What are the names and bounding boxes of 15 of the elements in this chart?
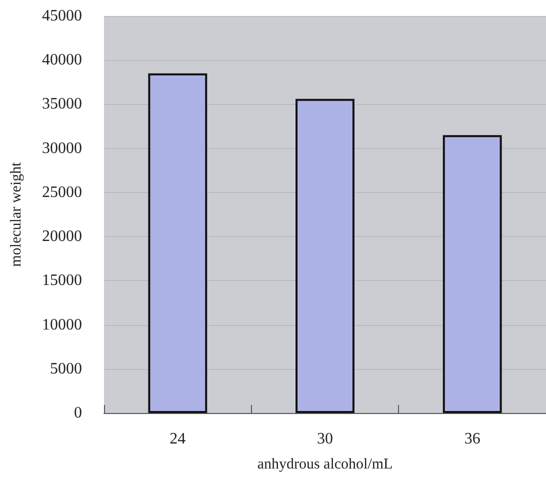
y-axis-title: molecular weight: [8, 161, 24, 267]
x-tick-label: 24: [170, 430, 186, 448]
y-tick-label: 5000: [50, 360, 82, 378]
y-tick-label: 30000: [42, 140, 82, 157]
y-tick-label: 35000: [42, 96, 82, 113]
y-tick-label: 45000: [42, 8, 82, 24]
y-tick-label: 25000: [42, 184, 82, 201]
x-tick-label: 30: [317, 430, 333, 448]
y-tick-label: 40000: [42, 52, 82, 69]
y-tick-label: 15000: [42, 272, 82, 290]
x-axis-title: anhydrous alcohol/mL: [257, 456, 393, 472]
x-tick-label: 36: [464, 430, 480, 448]
y-tick-label: 20000: [42, 228, 82, 246]
y-tick-label: 10000: [42, 316, 82, 334]
y-tick-label: 0: [74, 404, 82, 422]
